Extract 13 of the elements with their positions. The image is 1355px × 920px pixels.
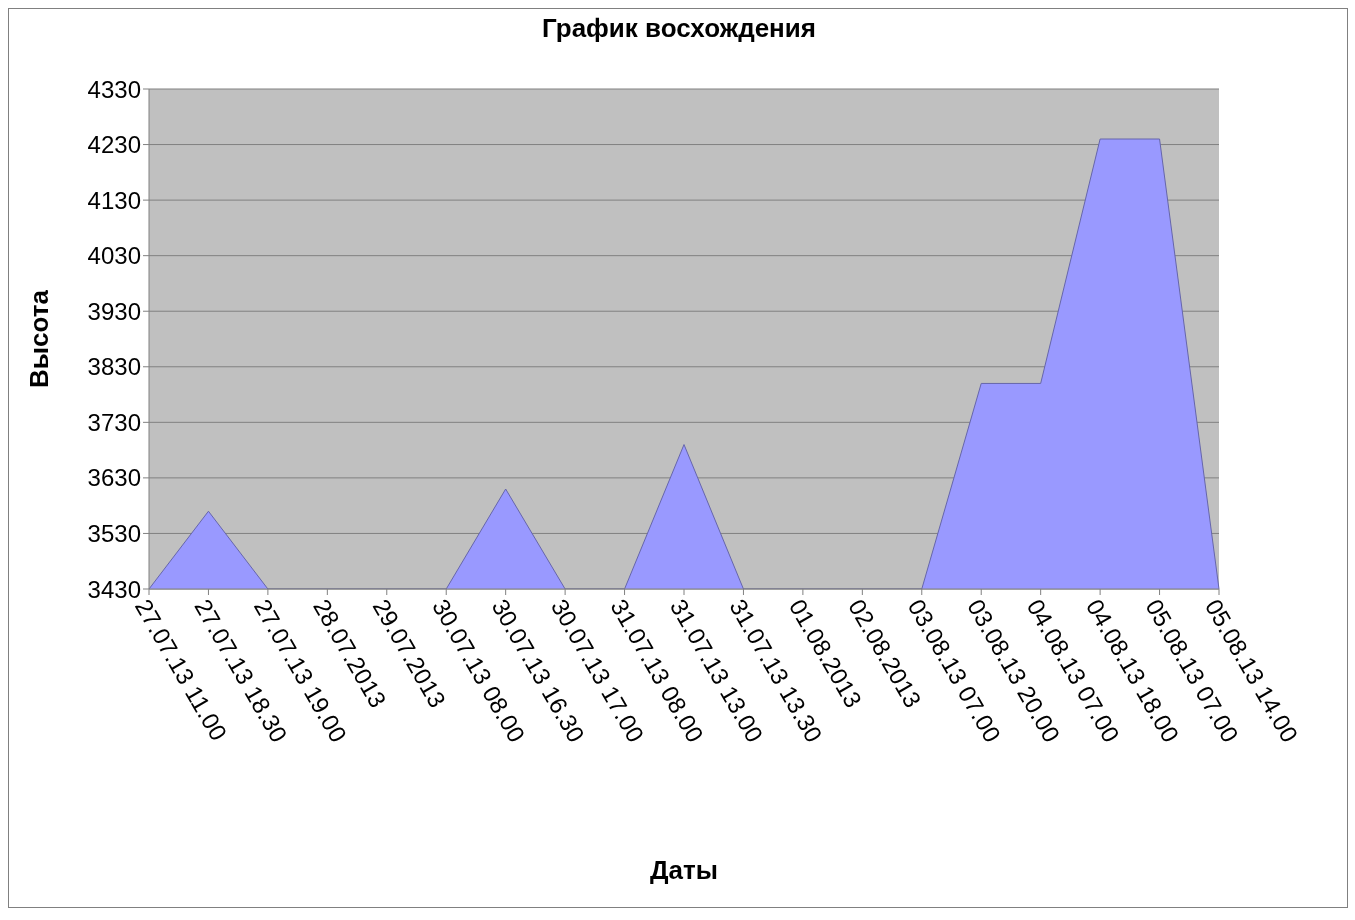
chart-title: График восхождения <box>541 13 817 44</box>
y-tick-label: 4230 <box>87 131 141 159</box>
y-tick-label: 4130 <box>87 186 141 214</box>
y-axis-title: Высота <box>24 289 55 388</box>
y-tick-label: 3630 <box>87 464 141 492</box>
y-tick-label: 3930 <box>87 297 141 325</box>
y-tick-label: 3830 <box>87 353 141 381</box>
y-tick-label: 3530 <box>87 519 141 547</box>
y-tick-label: 3430 <box>87 575 141 603</box>
x-axis-title: Даты <box>650 855 718 885</box>
y-tick-label: 4330 <box>87 75 141 103</box>
y-tick-label: 3730 <box>87 408 141 436</box>
y-tick-label: 4030 <box>87 242 141 270</box>
